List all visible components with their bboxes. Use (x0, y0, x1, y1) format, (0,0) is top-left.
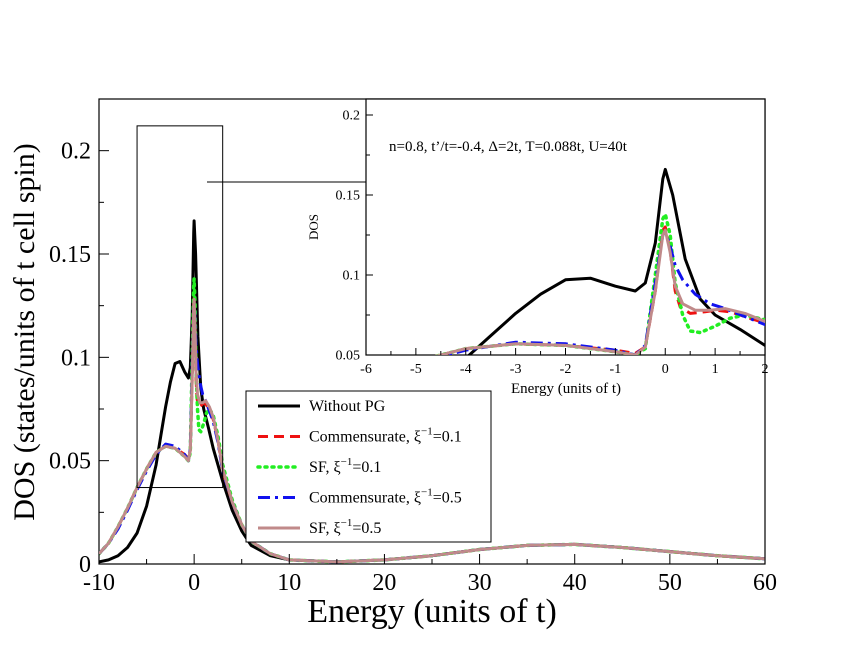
inset-x-tick-label: 2 (762, 362, 769, 377)
main-x-tick-label: 60 (753, 570, 777, 596)
inset-ticks: -6 -5 -4 -3 -2 -1 0 1 2 0.05 0.1 0.15 0.2 (336, 109, 769, 377)
inset-x-tick-label: 1 (712, 362, 719, 377)
legend-entries: Without PG Commensurate, ξ−1=0.1 SF, ξ−1=0… (256, 398, 462, 537)
inset-annotation: n=0.8, t’/t=-0.4, Δ=2t, T=0.088t, U=40t (389, 139, 628, 155)
main-x-tick-label: 0 (188, 570, 200, 596)
inset-y-axis-label: DOS (306, 214, 321, 240)
main-series-4 (99, 298, 765, 564)
inset-x-tick-label: -5 (410, 362, 422, 377)
main-x-tick-label: 40 (563, 570, 587, 596)
inset-plot: -6 -5 -4 -3 -2 -1 0 1 2 0.05 0.1 0.15 0.2 n=0.8, t’/… (306, 98, 769, 397)
main-y-tick-label: 0 (79, 552, 91, 578)
main-y-axis-label: DOS (states/units of t cell spin) (8, 143, 41, 520)
legend-label-0: Without PG (309, 398, 386, 415)
main-x-tick-label: 10 (277, 570, 301, 596)
inset-plot-frame (365, 98, 766, 356)
inset-y-tick-label: 0.15 (336, 189, 361, 204)
inset-x-tick-label: -2 (560, 362, 572, 377)
inset-x-tick-label: -6 (360, 362, 372, 377)
legend-label-3: Commensurate, ξ−1=0.5 (309, 487, 462, 507)
main-y-tick-label: 0.15 (49, 242, 91, 268)
legend: Without PG Commensurate, ξ−1=0.1 SF, ξ−1=0… (245, 390, 492, 543)
main-x-tick-label: 50 (658, 570, 682, 596)
main-x-tick-label: 20 (372, 570, 396, 596)
legend-label-4: SF, ξ−1=0.5 (309, 517, 381, 537)
legend-label-2: SF, ξ−1=0.1 (309, 456, 381, 476)
main-y-tick-label: 0.2 (61, 139, 91, 165)
inset-y-tick-label: 0.05 (336, 349, 361, 364)
main-series-group (99, 219, 765, 564)
main-x-axis-label: Energy (units of t) (307, 593, 557, 630)
inset-series-4 (434, 228, 765, 355)
inset-x-tick-label: -4 (460, 362, 472, 377)
inset-y-tick-label: 0.1 (343, 269, 361, 284)
main-y-tick-label: 0.05 (49, 449, 91, 475)
zoom-region-box (136, 125, 224, 489)
main-x-tick-label: 30 (468, 570, 492, 596)
inset-x-axis-label: Energy (units of t) (511, 381, 621, 397)
main-x-tick-label: -10 (83, 570, 115, 596)
main-y-tick-label: 0.1 (61, 345, 91, 371)
inset-series-group (433, 167, 765, 355)
inset-x-tick-label: -3 (510, 362, 522, 377)
inset-x-tick-label: 0 (662, 362, 669, 377)
inset-y-tick-label: 0.2 (343, 109, 361, 124)
inset-x-tick-label: -1 (610, 362, 622, 377)
legend-label-1: Commensurate, ξ−1=0.1 (309, 426, 462, 446)
